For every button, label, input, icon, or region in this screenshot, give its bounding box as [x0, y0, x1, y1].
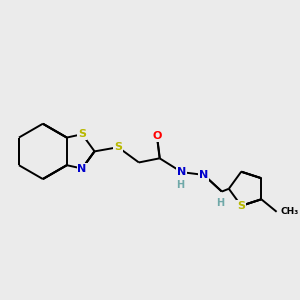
Text: H: H [217, 198, 225, 208]
Text: S: S [114, 142, 122, 152]
Text: H: H [176, 180, 184, 190]
Text: CH₃: CH₃ [281, 207, 299, 216]
Text: N: N [199, 170, 208, 180]
Text: S: S [78, 129, 86, 139]
Text: N: N [177, 167, 186, 177]
Text: O: O [152, 131, 161, 141]
Text: S: S [237, 201, 245, 211]
Text: N: N [77, 164, 87, 173]
